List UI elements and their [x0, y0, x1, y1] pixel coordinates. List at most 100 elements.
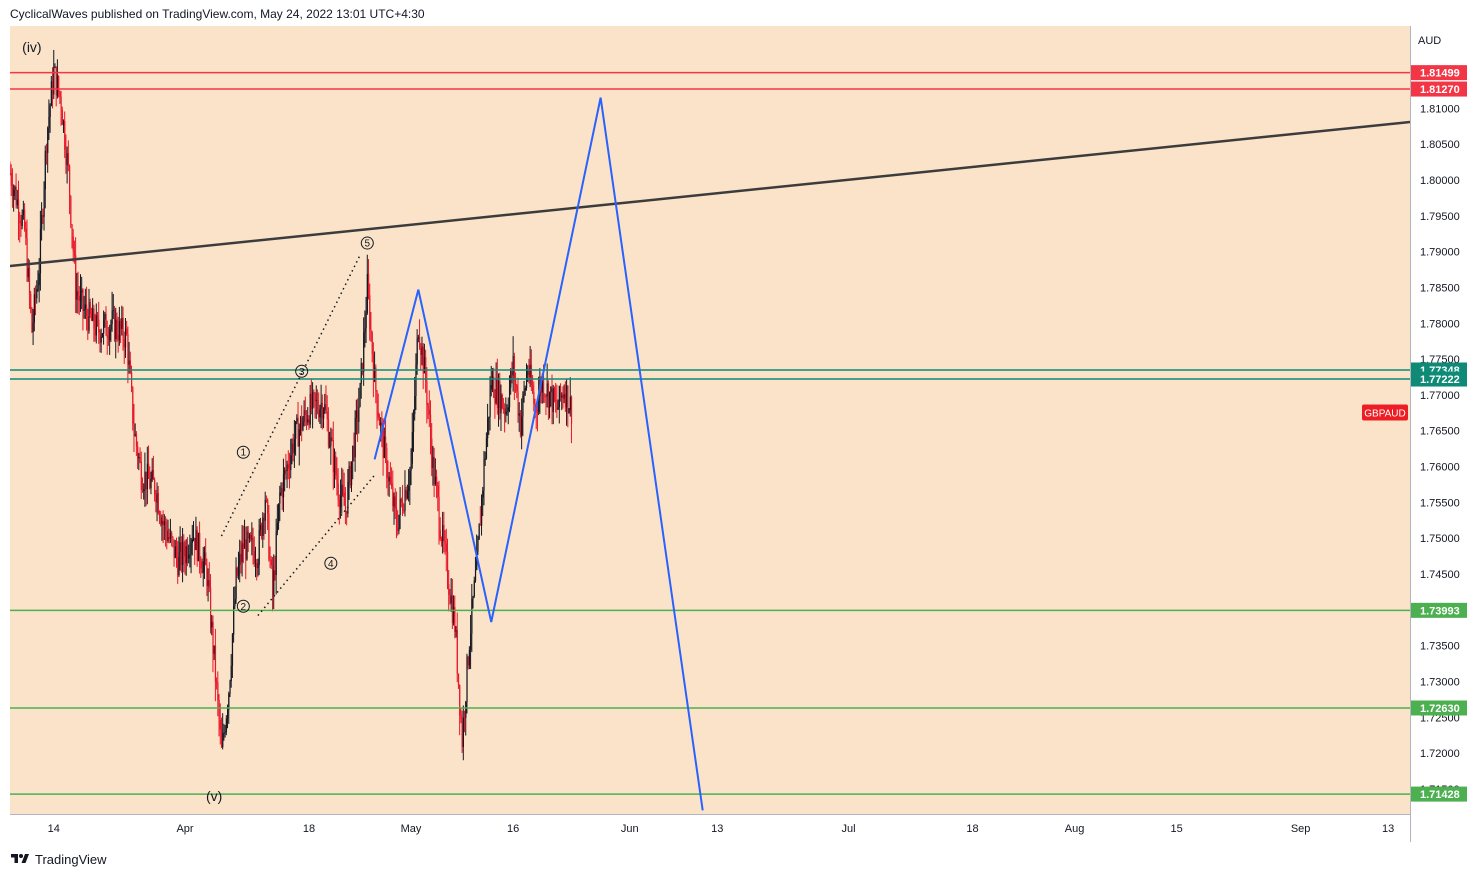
candle-body: [107, 337, 110, 341]
candle-body: [566, 385, 568, 408]
candle-body: [95, 315, 97, 336]
y-tick-label: 1.75000: [1420, 533, 1460, 545]
candle-body: [376, 391, 378, 413]
candle-body: [533, 391, 535, 405]
candle-body: [309, 393, 311, 425]
y-tick-label: 1.78500: [1420, 282, 1460, 294]
y-tick-label: 1.78000: [1420, 318, 1460, 330]
candle-body: [26, 238, 28, 278]
candle-body: [303, 410, 305, 422]
candle-body: [213, 645, 215, 654]
candle-body: [324, 404, 326, 411]
candle-body: [49, 105, 51, 117]
candle-body: [336, 475, 338, 484]
candle-body: [337, 483, 339, 500]
candle-body: [414, 395, 416, 414]
candle-body: [568, 410, 570, 413]
candle-body: [478, 524, 480, 540]
wave-label: (iv): [22, 39, 41, 55]
candle-body: [453, 607, 455, 623]
x-tick-label: 14: [48, 823, 60, 835]
wave-label-circle: [236, 599, 250, 613]
candle-body: [313, 391, 315, 394]
candle-body: [416, 338, 418, 365]
candle-body: [330, 437, 332, 446]
candle-body: [287, 464, 289, 469]
candle-body: [19, 220, 21, 224]
candle-body: [60, 96, 62, 110]
candle-body: [43, 189, 45, 217]
candle-body: [174, 546, 176, 558]
candle-body: [101, 333, 104, 337]
candle-body: [290, 455, 292, 470]
candle-body: [36, 289, 38, 299]
candle-body: [86, 304, 88, 317]
candle-body: [445, 543, 447, 552]
candle-body: [259, 524, 262, 531]
candle-body: [332, 440, 334, 473]
chart-svg[interactable]: (iv) (v) 1 2 3 4 5 AUD 1.81000 1.80500 1.80000 1.79…: [10, 26, 1468, 842]
candle-body: [109, 329, 111, 341]
candle-body: [35, 294, 37, 299]
candle-body: [447, 551, 449, 585]
candle-body: [258, 530, 260, 565]
candle-body: [502, 408, 505, 410]
candle-body: [273, 570, 275, 596]
candle-body: [73, 251, 76, 256]
candle-body: [456, 629, 458, 674]
candle-body: [131, 372, 133, 388]
candle-body: [289, 468, 291, 470]
candle-body: [250, 534, 252, 540]
candle-body: [495, 378, 497, 403]
candle-body: [444, 540, 446, 544]
candle-body: [432, 456, 434, 468]
candle-body: [145, 471, 147, 490]
candle-body: [420, 347, 422, 356]
candle-body: [482, 490, 484, 498]
candle-body: [285, 469, 287, 472]
candle-body: [403, 510, 405, 512]
candle-body: [476, 551, 478, 571]
candle-body: [253, 551, 255, 564]
symbol-tag: [1362, 404, 1408, 421]
candle-body: [301, 417, 303, 431]
candle-body: [37, 285, 39, 290]
candle-body: [517, 391, 519, 416]
wave-label-circle: [236, 445, 250, 459]
candle-body: [183, 541, 185, 557]
candle-body: [246, 531, 248, 560]
y-tick-label: 1.73000: [1420, 676, 1460, 688]
candle-body: [485, 438, 488, 459]
candle-body: [352, 445, 354, 462]
candle-body: [193, 537, 195, 540]
candle-body: [184, 556, 186, 564]
y-tick-label: 1.79500: [1420, 211, 1460, 223]
candle-body: [342, 484, 344, 493]
candle-body: [230, 665, 232, 682]
candle-body: [97, 315, 99, 320]
candle-body: [275, 531, 277, 576]
candle-body: [519, 413, 522, 436]
channel-upper-line: [220, 254, 361, 537]
candle-body: [134, 434, 136, 436]
candle-body: [72, 236, 74, 252]
candle-body: [280, 488, 282, 493]
candle-body: [105, 313, 107, 336]
candle-body: [429, 414, 432, 439]
candle-body: [437, 485, 439, 497]
candle-body: [236, 567, 238, 576]
candle-body: [20, 223, 22, 226]
candle-body: [59, 91, 61, 97]
x-tick-label: Jul: [842, 823, 856, 835]
y-tick-label: 1.76000: [1420, 462, 1460, 474]
candle-body: [397, 528, 399, 531]
candle-body: [493, 376, 495, 398]
candle-body: [460, 715, 462, 720]
candle-body: [504, 408, 506, 415]
candle-body: [33, 294, 36, 323]
candle-body: [555, 399, 557, 401]
price-chart[interactable]: (iv) (v) 1 2 3 4 5 AUD 1.81000 1.80500 1.80000 1.79…: [10, 26, 1468, 842]
candle-body: [10, 172, 11, 174]
candle-body: [398, 514, 400, 531]
wave-label: 5: [365, 239, 371, 250]
